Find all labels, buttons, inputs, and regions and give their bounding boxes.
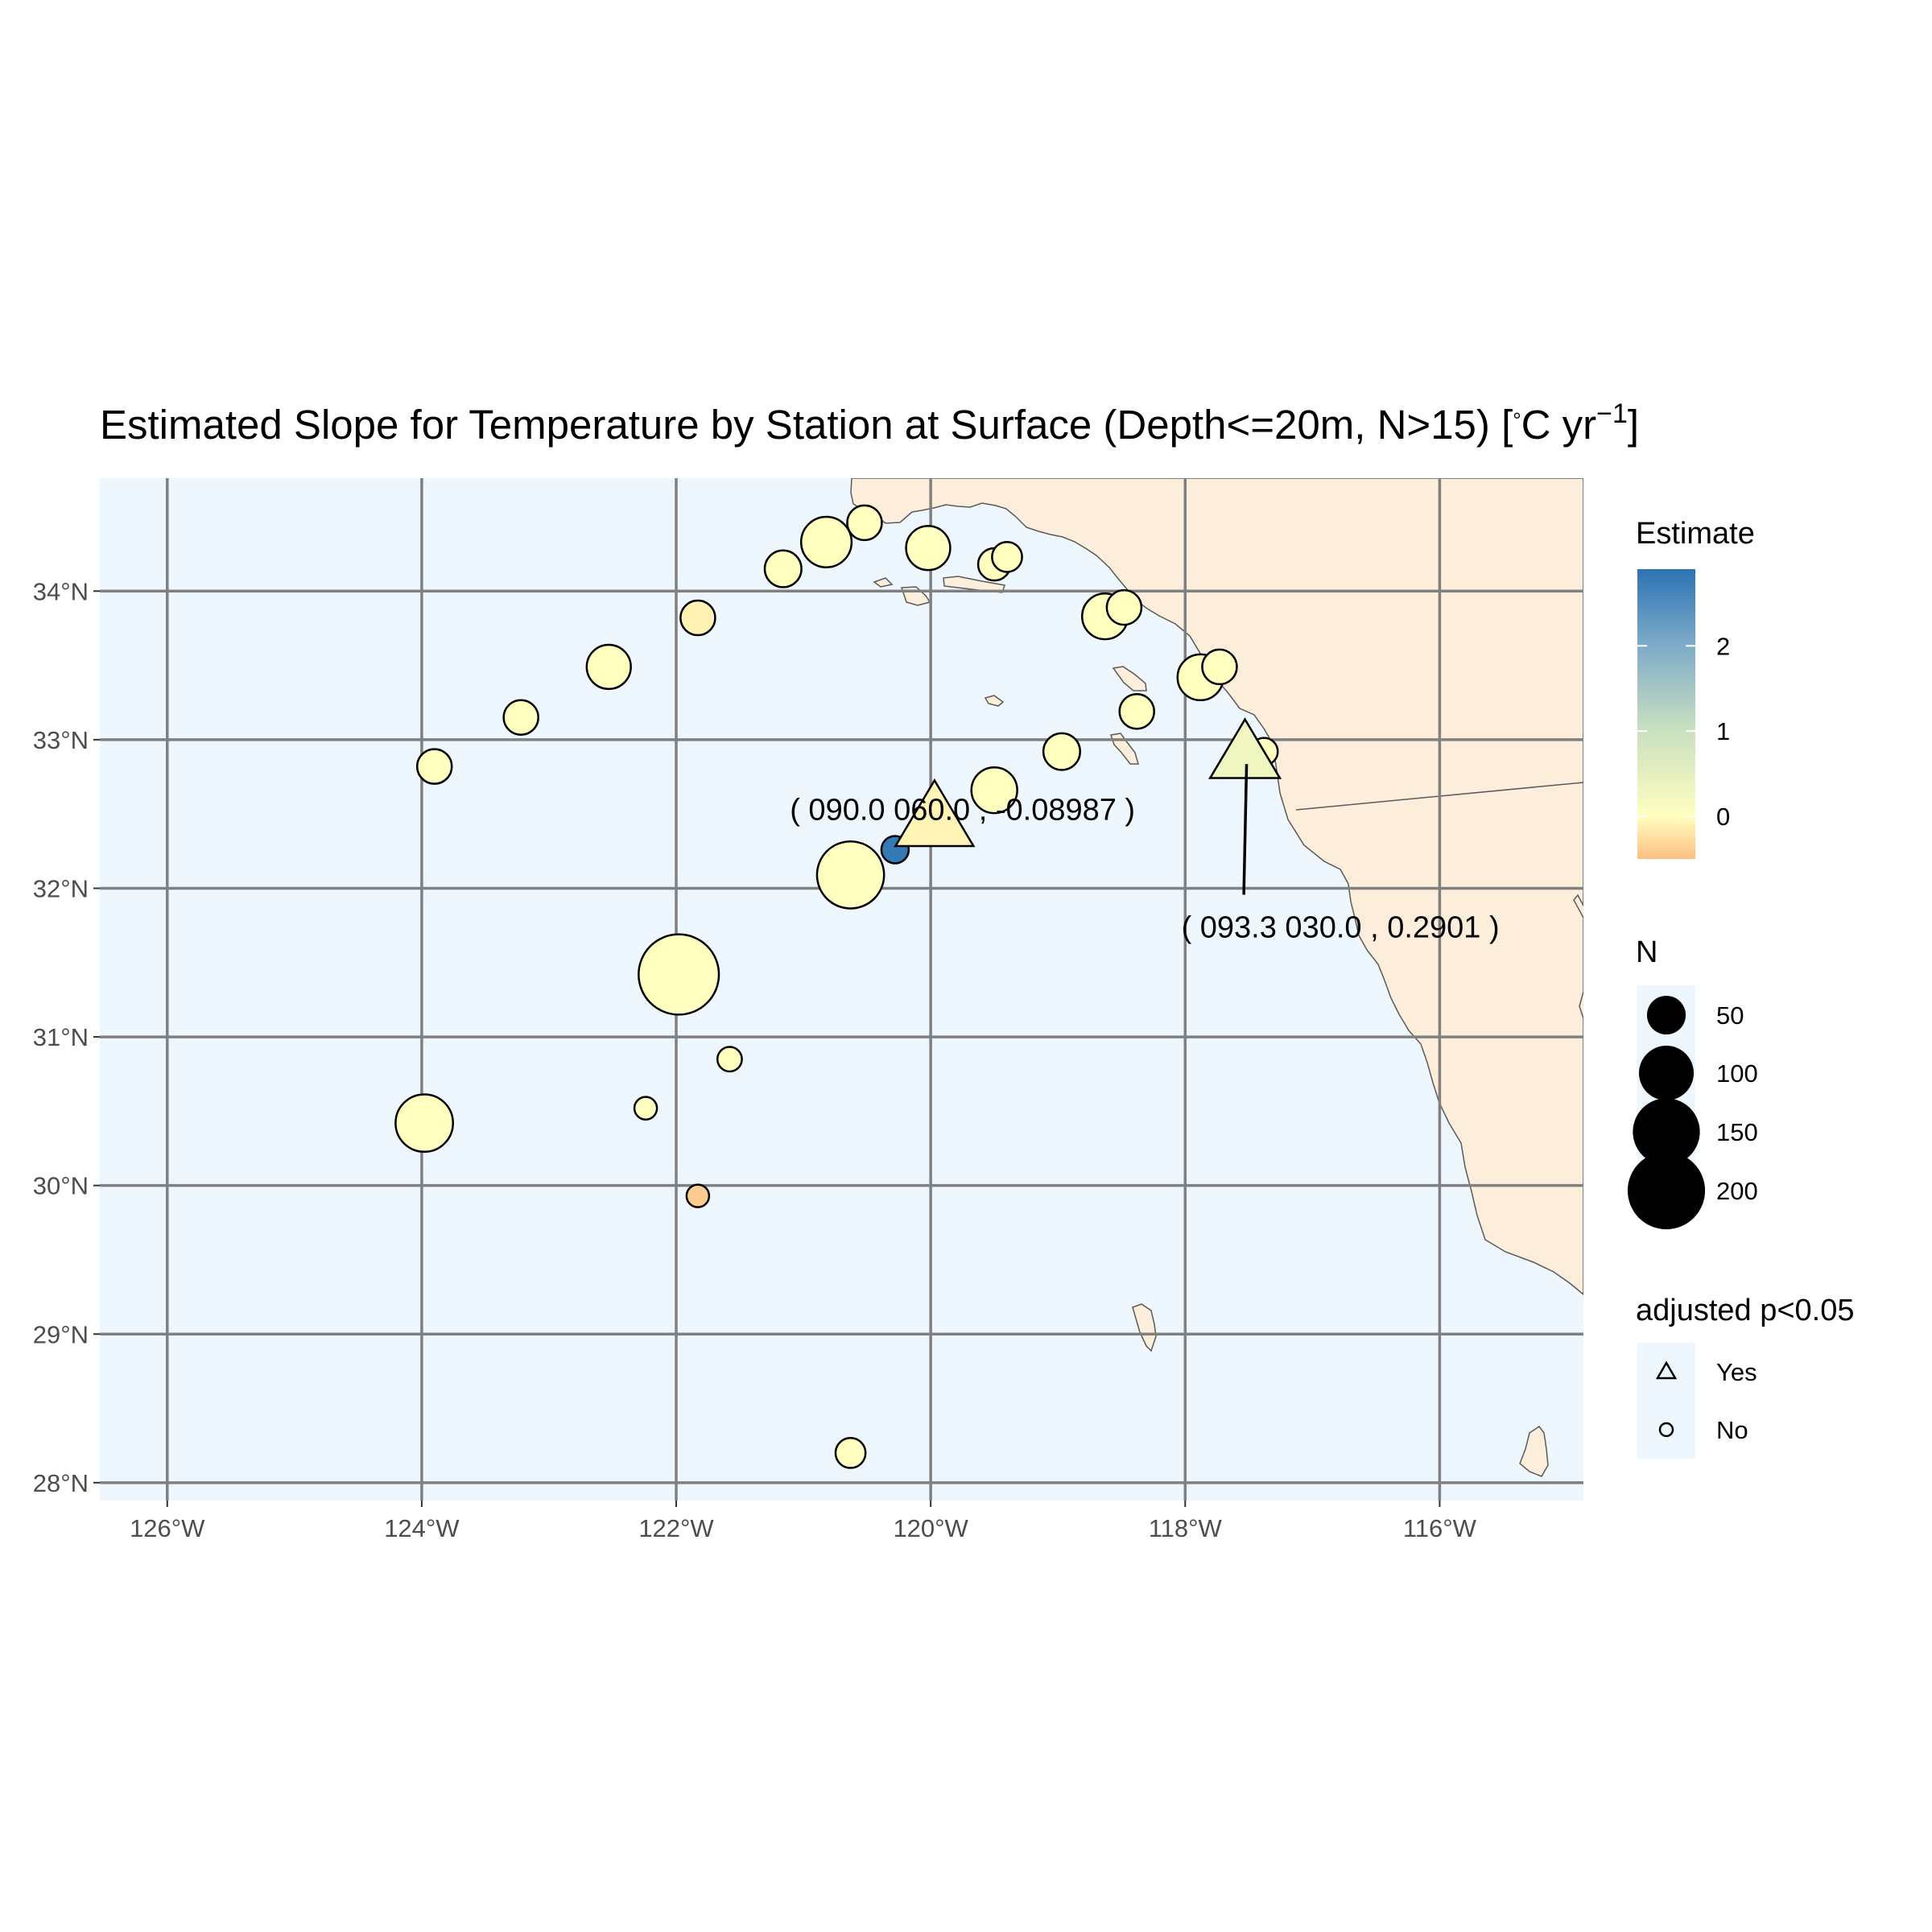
station-marker: [638, 933, 720, 1016]
legend-adjusted-key-background: [1637, 1343, 1695, 1459]
island-san-miguel: [873, 577, 894, 588]
annotation-leader-line: [1242, 764, 1249, 895]
colorbar-tick-label: 1: [1716, 717, 1730, 745]
legend-colorbar-ticks: 2 1 0: [1637, 632, 1730, 831]
station-marker: [585, 643, 632, 691]
station-marker-significant: [894, 778, 976, 848]
x-tick-label: 120°W: [893, 1514, 968, 1542]
legend-estimate-title: Estimate: [1636, 517, 1755, 551]
station-marker: [716, 1046, 743, 1073]
y-tick-label: 33°N: [33, 726, 89, 754]
station-marker: [970, 766, 1018, 815]
legend-circle-symbol: [1658, 1422, 1674, 1438]
station-marker: [502, 699, 539, 736]
legend-adjusted: adjusted p<0.05 Yes No: [1636, 1294, 1855, 1459]
station-marker: [905, 525, 952, 572]
legend-n-symbol: [1639, 1046, 1694, 1100]
island-guadalupe: [1132, 1303, 1157, 1352]
island-santa-catalina: [1112, 666, 1147, 691]
colorbar-tick-label: 2: [1716, 632, 1730, 660]
station-marker: [415, 748, 453, 785]
legend-triangle-symbol: [1655, 1360, 1678, 1380]
legend-n-label: 150: [1716, 1118, 1758, 1146]
land-layer: [850, 478, 1583, 1477]
station-marker: [846, 504, 883, 542]
station-marker: [834, 1437, 867, 1469]
y-tick-label: 32°N: [33, 874, 89, 902]
island-cedros: [1519, 1425, 1549, 1477]
colorbar-tick-label: 0: [1716, 803, 1730, 831]
map-title: Estimated Slope for Temperature by Stati…: [100, 398, 1639, 448]
annotation-label: ( 090.0 060.0 , -0.08987 ): [790, 794, 1135, 828]
x-tick-label: 116°W: [1403, 1514, 1477, 1542]
legend-n-label: 200: [1716, 1177, 1758, 1205]
legend-estimate: Estimate 2 1 0: [1636, 517, 1755, 859]
legend-n-label: 50: [1716, 1001, 1744, 1030]
station-points: [394, 504, 1282, 1469]
station-marker: [799, 515, 853, 568]
annotations: ( 090.0 060.0 , -0.08987 ) ( 093.3 030.0 …: [790, 764, 1500, 944]
y-tick-label: 28°N: [33, 1469, 89, 1497]
station-marker: [815, 840, 886, 910]
baja-gulf-coast-2: [1579, 991, 1583, 1019]
x-tick-label: 126°W: [130, 1514, 205, 1542]
y-axis: 34°N 33°N 32°N 31°N 30°N 29°N 28°N: [33, 577, 100, 1497]
legend-adjusted-items: Yes No: [1655, 1358, 1757, 1444]
coastline-land: [850, 478, 1583, 1295]
legend-n-items: 50 100 150 200: [1627, 995, 1758, 1230]
station-marker: [685, 1183, 711, 1208]
station-marker: [1105, 588, 1143, 626]
legend-adjusted-label: Yes: [1716, 1358, 1757, 1386]
legend-adjusted-label: No: [1716, 1416, 1748, 1444]
legend-n-title: N: [1636, 935, 1657, 969]
station-marker: [1042, 732, 1082, 771]
legend-n-symbol: [1646, 995, 1686, 1035]
map-panel: [100, 478, 1583, 1501]
x-tick-label: 118°W: [1149, 1514, 1223, 1542]
legend-n-symbol: [1633, 1098, 1700, 1166]
baja-gulf-coast: [1573, 894, 1583, 919]
legend-adjusted-title: adjusted p<0.05: [1636, 1294, 1855, 1327]
station-marker: [679, 599, 716, 637]
station-marker: [1118, 693, 1155, 730]
y-tick-label: 29°N: [33, 1320, 89, 1348]
islands: [873, 576, 1549, 1477]
station-marker: [763, 549, 803, 588]
station-marker: [1201, 648, 1238, 686]
y-tick-label: 30°N: [33, 1172, 89, 1200]
legend-n: N 50 100 150 200: [1627, 935, 1758, 1230]
station-marker: [991, 540, 1023, 573]
x-axis: 126°W 124°W 122°W 120°W 118°W 116°W: [130, 1501, 1477, 1542]
station-marker: [394, 1093, 454, 1154]
y-tick-label: 34°N: [33, 577, 89, 605]
station-marker: [633, 1096, 658, 1121]
legend-colorbar: [1637, 569, 1695, 859]
x-tick-label: 124°W: [384, 1514, 460, 1542]
legend-n-label: 100: [1716, 1059, 1758, 1088]
y-tick-label: 31°N: [33, 1023, 89, 1051]
annotation-label: ( 093.3 030.0 , 0.2901 ): [1182, 910, 1500, 944]
legend-n-symbol: [1627, 1151, 1706, 1230]
x-tick-label: 122°W: [638, 1514, 714, 1542]
island-santa-barbara: [984, 695, 1005, 707]
